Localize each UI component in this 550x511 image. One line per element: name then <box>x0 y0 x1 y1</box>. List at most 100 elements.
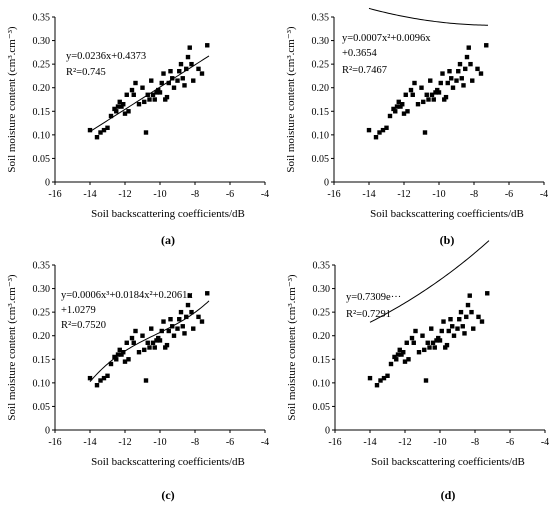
y-axis-title: Soil moisture content (cm³.cm⁻³) <box>286 274 298 421</box>
y-tick-label: 0.15 <box>312 107 330 118</box>
x-tick-label: -10 <box>433 437 446 448</box>
data-point <box>121 102 126 107</box>
chart-panel: 0 0.05 0.10 0.15 0.20 0.25 0.30 0.35 -16 -14 -12 -1… <box>6 13 269 248</box>
data-point <box>189 61 194 67</box>
x-tick-label: -4 <box>261 189 269 200</box>
regression-annotation: y=0.0236x+0.4373 <box>66 51 146 62</box>
data-point <box>399 352 404 357</box>
y-tick-label: 0.35 <box>313 261 331 272</box>
data-point <box>178 61 184 67</box>
data-point <box>428 78 433 83</box>
data-point <box>444 342 450 348</box>
regression-annotation: +0.3654 <box>342 48 378 59</box>
data-point <box>119 352 124 357</box>
data-point <box>136 350 142 355</box>
data-point <box>131 340 136 345</box>
x-tick-label: -6 <box>506 437 514 448</box>
data-point <box>140 333 145 338</box>
x-tick-label: -8 <box>471 437 479 448</box>
data-point <box>471 326 476 331</box>
data-point <box>450 324 455 329</box>
data-point <box>108 113 114 119</box>
data-point <box>136 102 142 107</box>
data-point <box>408 87 414 93</box>
data-point <box>464 54 470 60</box>
fit-curve <box>369 240 490 323</box>
data-point <box>189 309 194 315</box>
data-point <box>434 338 439 343</box>
regression-annotation: R²=0.7467 <box>342 65 387 76</box>
y-tick-label: 0.20 <box>33 83 51 94</box>
y-tick-label: 0.10 <box>33 130 51 141</box>
x-tick-label: -10 <box>153 189 166 200</box>
y-tick-label: 0.25 <box>33 60 51 71</box>
data-point <box>126 109 131 114</box>
data-point <box>182 331 187 336</box>
x-tick-label: -16 <box>48 437 61 448</box>
data-point <box>448 317 453 322</box>
data-point <box>143 130 149 135</box>
data-point <box>431 97 436 102</box>
data-point <box>117 347 122 353</box>
data-point <box>182 83 187 88</box>
data-point <box>377 130 382 135</box>
data-point <box>133 80 138 86</box>
data-point <box>463 66 468 72</box>
data-point <box>426 97 431 102</box>
data-point <box>484 43 489 48</box>
data-point <box>101 127 107 133</box>
data-point <box>157 338 163 343</box>
data-point <box>410 92 415 97</box>
data-point <box>115 352 121 357</box>
data-point <box>121 350 126 355</box>
data-point <box>171 333 177 338</box>
data-point <box>180 76 185 81</box>
y-axis-title: Soil moisture content (cm³.cm⁻³) <box>285 26 297 173</box>
data-point <box>429 326 434 331</box>
y-tick-label: 0 <box>325 426 330 437</box>
x-tick-label: -6 <box>226 189 234 200</box>
data-point <box>205 43 210 48</box>
data-point <box>409 335 415 341</box>
data-point <box>443 345 448 350</box>
data-point <box>385 373 390 378</box>
data-point <box>457 317 462 322</box>
y-tick-label: 0.05 <box>313 402 331 413</box>
data-point <box>394 104 400 109</box>
data-point <box>124 92 129 97</box>
y-tick-label: 0.20 <box>312 83 330 94</box>
x-tick-label: -14 <box>363 437 376 448</box>
y-tick-label: 0.15 <box>313 355 331 366</box>
data-point <box>373 135 379 140</box>
data-point <box>175 78 180 83</box>
data-point <box>420 333 425 338</box>
data-point <box>440 71 445 76</box>
data-point <box>191 326 196 331</box>
data-point <box>469 309 474 315</box>
x-tick-label: -12 <box>398 437 411 448</box>
panel-label: (a) <box>161 233 175 247</box>
x-axis-title: Soil backscattering coefficients/dB <box>371 456 525 468</box>
regression-annotation: y=0.7309e··· <box>346 292 401 303</box>
regression-annotation: R²=0.7520 <box>61 320 106 331</box>
y-tick-label: 0.35 <box>33 13 51 24</box>
data-point <box>164 94 170 100</box>
regression-annotation: R²=0.7291 <box>346 309 391 320</box>
data-point <box>421 99 426 105</box>
data-point <box>381 375 387 381</box>
data-point <box>438 80 443 86</box>
y-tick-label: 0.30 <box>33 36 51 47</box>
data-point <box>187 293 192 298</box>
data-point <box>392 354 397 360</box>
data-point <box>406 357 411 362</box>
data-point <box>398 104 403 109</box>
data-point <box>105 125 110 130</box>
x-tick-label: -12 <box>118 189 131 200</box>
y-tick-label: 0.05 <box>312 154 330 165</box>
data-point <box>449 76 454 81</box>
data-point <box>170 324 175 329</box>
data-point <box>154 338 159 343</box>
data-point <box>424 92 429 97</box>
data-point <box>187 45 192 50</box>
data-point <box>178 309 184 315</box>
